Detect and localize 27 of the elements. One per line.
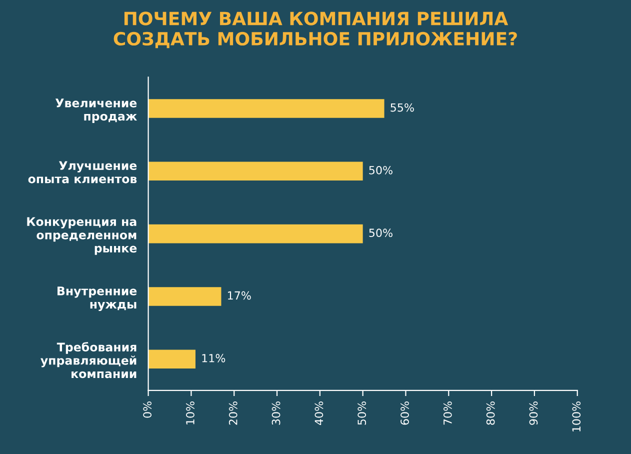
bar [148,350,196,369]
x-tick-label: 0% [143,401,152,418]
data-label: 50% [369,166,392,174]
y-tick-label: Улучшение опыта клиентов [28,161,137,184]
x-tick-label: 30% [272,401,280,425]
x-tick-label: 80% [486,401,495,425]
bar [148,99,384,118]
bar [148,224,363,244]
x-tick-label: 40% [314,401,324,426]
x-tick-label: 70% [443,401,452,425]
x-tick-label: 60% [400,401,409,425]
chart-title: ПОЧЕМУ ВАША КОМПАНИЯ РЕШИЛА СОЗДАТЬ МОБИЛЬНОЕ ПРИЛОЖЕНИЕ? [114,12,517,48]
y-tick-label: Конкуренция на определенном рынке [27,217,137,255]
y-tick-label: Увеличение продаж [55,98,137,123]
data-label: 11% [202,354,226,362]
x-tick-label: 20% [228,401,238,425]
bar [148,287,222,306]
x-tick-label: 50% [358,401,366,425]
x-tick-label: 100% [572,401,581,432]
data-label: 55% [390,103,414,112]
x-tick-label: 10% [186,401,194,424]
data-label: 17% [228,291,251,300]
y-tick-label: Внутренние нужды [58,286,137,312]
data-label: 50% [369,228,392,238]
x-tick-label: 90% [529,401,538,425]
y-tick-label: Требования управляющей компании [40,342,136,378]
bar [148,162,363,181]
